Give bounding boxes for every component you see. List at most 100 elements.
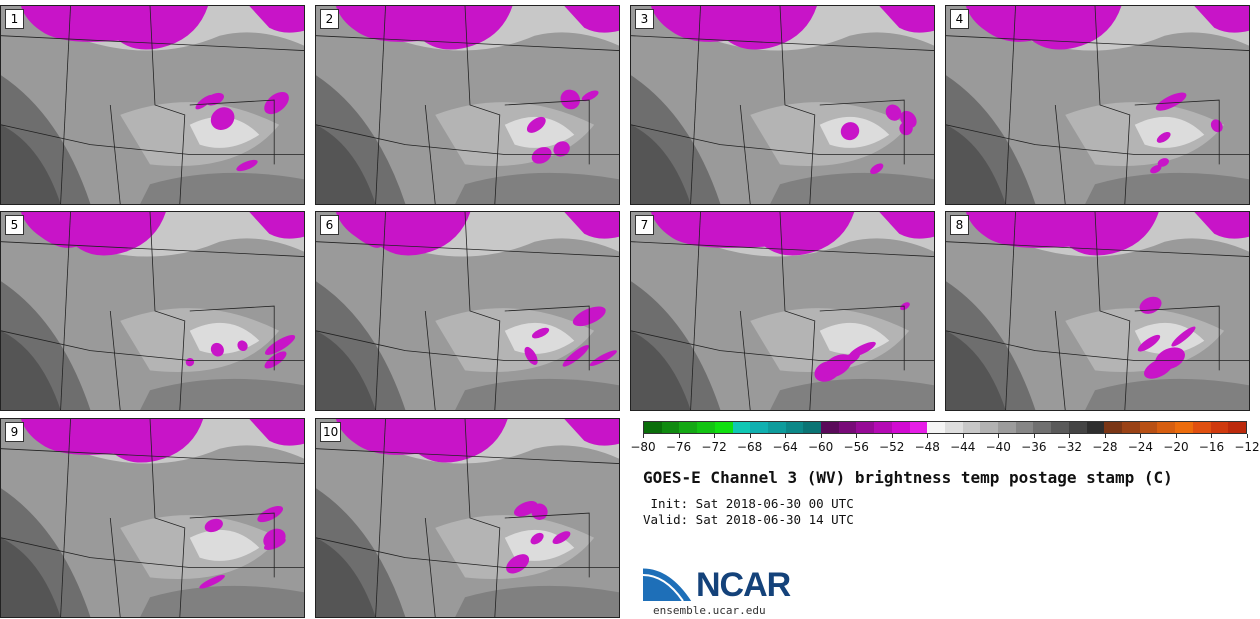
wv-field-map xyxy=(316,6,619,204)
colorbar-tick xyxy=(1175,434,1177,438)
member-label: 4 xyxy=(950,9,969,29)
colorbar-segment xyxy=(644,422,662,433)
colorbar-tick xyxy=(891,434,893,438)
stamp-panel-10: 10 xyxy=(315,418,620,618)
stamp-panel-4: 4 xyxy=(945,5,1250,205)
colorbar-tick xyxy=(1104,434,1106,438)
wv-field-map xyxy=(1,6,304,204)
colorbar-tick xyxy=(820,434,822,438)
member-label: 9 xyxy=(5,422,24,442)
logo-text: NCAR xyxy=(696,566,791,604)
colorbar-tick xyxy=(856,434,858,438)
colorbar-tick xyxy=(998,434,1000,438)
colorbar-tick xyxy=(1211,434,1213,438)
colorbar-segment xyxy=(1192,422,1211,433)
colorbar-segment xyxy=(1157,422,1176,433)
colorbar xyxy=(643,421,1247,434)
colorbar-segment xyxy=(697,422,715,433)
colorbar-tick-label: −12 xyxy=(1234,440,1260,454)
member-label: 7 xyxy=(635,215,654,235)
ncar-swoosh-icon xyxy=(643,565,695,602)
colorbar-tick-label: −80 xyxy=(630,440,656,454)
colorbar-tick-label: −60 xyxy=(807,440,834,454)
colorbar-segment xyxy=(1228,422,1246,433)
colorbar-segment xyxy=(927,422,945,433)
stamp-panel-2: 2 xyxy=(315,5,620,205)
wv-field-map xyxy=(946,212,1249,410)
colorbar-segment xyxy=(767,422,786,433)
colorbar-tick xyxy=(927,434,929,438)
wv-field-map xyxy=(631,212,934,410)
member-label: 5 xyxy=(5,215,24,235)
colorbar-tick xyxy=(1247,434,1248,438)
colorbar-segment xyxy=(909,422,928,433)
colorbar-tick-label: −68 xyxy=(736,440,763,454)
colorbar-tick xyxy=(749,434,751,438)
colorbar-segment xyxy=(1033,422,1052,433)
colorbar-segment xyxy=(1068,422,1087,433)
colorbar-segment xyxy=(803,422,822,433)
stamp-panel-3: 3 xyxy=(630,5,935,205)
colorbar-segment xyxy=(785,422,804,433)
colorbar-segment xyxy=(1086,422,1105,433)
colorbar-segment xyxy=(1104,422,1122,433)
colorbar-segment xyxy=(714,422,733,433)
colorbar-segment xyxy=(874,422,892,433)
colorbar-segment xyxy=(891,422,910,433)
colorbar-segment xyxy=(1051,422,1069,433)
colorbar-segment xyxy=(944,422,963,433)
member-label: 6 xyxy=(320,215,339,235)
init-time: Init: Sat 2018-06-30 00 UTC xyxy=(643,496,854,511)
colorbar-tick xyxy=(678,434,680,438)
colorbar-segment xyxy=(1175,422,1193,433)
colorbar-tick xyxy=(1033,434,1035,438)
colorbar-tick xyxy=(643,434,644,438)
colorbar-tick-label: −76 xyxy=(665,440,692,454)
colorbar-tick-label: −24 xyxy=(1127,440,1154,454)
colorbar-segment xyxy=(661,422,680,433)
colorbar-segment xyxy=(679,422,698,433)
stamp-panel-5: 5 xyxy=(0,211,305,411)
stamp-panel-6: 6 xyxy=(315,211,620,411)
colorbar-segment xyxy=(750,422,768,433)
wv-field-map xyxy=(1,212,304,410)
stamp-panel-1: 1 xyxy=(0,5,305,205)
colorbar-ticks: −80 −76 −72 −68 −64 −60 −56 −52 −48 −44 −40 −36 −32−… xyxy=(630,434,1260,458)
colorbar-segment xyxy=(1210,422,1229,433)
colorbar-segment xyxy=(998,422,1016,433)
colorbar-tick-label: −32 xyxy=(1056,440,1083,454)
ncar-logo: NCAR xyxy=(643,563,793,605)
member-label: 3 xyxy=(635,9,654,29)
member-label: 8 xyxy=(950,215,969,235)
colorbar-tick-label: −48 xyxy=(914,440,940,454)
colorbar-tick xyxy=(962,434,964,438)
colorbar-segment xyxy=(980,422,999,433)
colorbar-segment xyxy=(1015,422,1034,433)
valid-time: Valid: Sat 2018-06-30 14 UTC xyxy=(643,512,854,527)
colorbar-tick-label: −40 xyxy=(985,440,1011,454)
colorbar-segment xyxy=(1139,422,1158,433)
wv-field-map xyxy=(1,419,304,617)
colorbar-tick-label: −64 xyxy=(772,440,798,454)
colorbar-tick-label: −72 xyxy=(701,440,727,454)
colorbar-segment xyxy=(856,422,875,433)
wv-field-map xyxy=(946,6,1249,204)
member-label: 1 xyxy=(5,9,24,29)
colorbar-tick-label: −20 xyxy=(1163,440,1189,454)
stamp-panel-9: 9 xyxy=(0,418,305,618)
colorbar-tick xyxy=(1069,434,1071,438)
member-label: 2 xyxy=(320,9,339,29)
figure-title: GOES-E Channel 3 (WV) brightness temp po… xyxy=(643,468,1173,487)
wv-field-map xyxy=(316,212,619,410)
site-url: ensemble.ucar.edu xyxy=(653,604,766,617)
colorbar-segment xyxy=(962,422,981,433)
colorbar-tick-label: −16 xyxy=(1198,440,1225,454)
colorbar-tick xyxy=(1140,434,1142,438)
colorbar-segment xyxy=(732,422,751,433)
wv-field-map xyxy=(316,419,619,617)
colorbar-tick-label: −44 xyxy=(950,440,976,454)
colorbar-tick-label: −56 xyxy=(843,440,869,454)
colorbar-segment xyxy=(838,422,857,433)
colorbar-segment xyxy=(821,422,839,433)
colorbar-tick-label: −28 xyxy=(1092,440,1118,454)
